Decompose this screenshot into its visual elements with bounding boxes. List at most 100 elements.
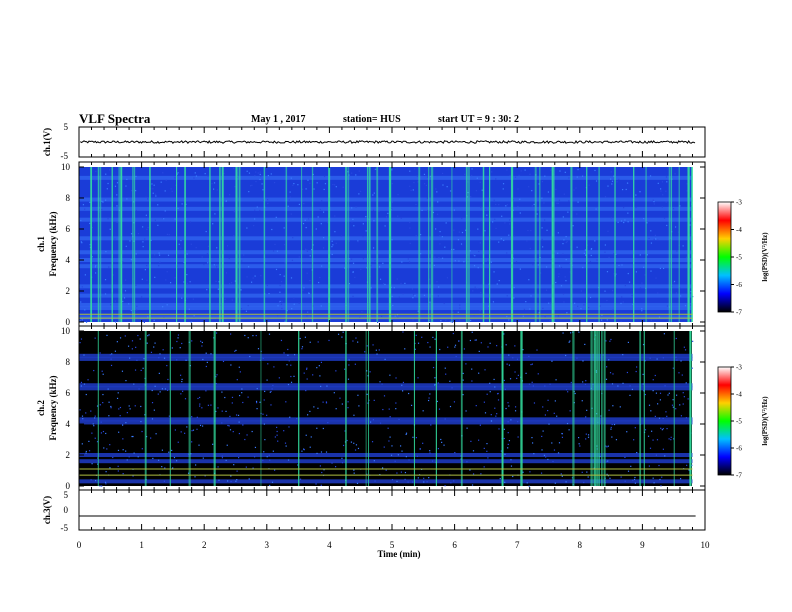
noise-speck [327, 221, 329, 224]
noise-speck [437, 201, 439, 203]
noise-speck [561, 475, 563, 477]
noise-speck [409, 170, 411, 172]
noise-speck [447, 346, 449, 348]
noise-speck [462, 372, 464, 375]
noise-speck [102, 402, 104, 404]
noise-speck [299, 337, 301, 340]
noise-speck [512, 475, 514, 478]
noise-speck [142, 241, 144, 243]
noise-speck [547, 399, 549, 401]
noise-speck [649, 175, 652, 177]
noise-speck [131, 311, 133, 313]
noise-speck [626, 431, 628, 433]
noise-speck [129, 408, 131, 410]
noise-speck [127, 345, 130, 347]
noise-speck [624, 480, 626, 482]
noise-speck [581, 471, 583, 473]
ch1-spectrogram-ylabel-channel: ch.1 [36, 236, 46, 252]
noise-speck [383, 395, 386, 397]
noise-speck [100, 432, 103, 434]
noise-speck [646, 320, 648, 322]
noise-speck [507, 432, 509, 434]
noise-speck [657, 292, 659, 294]
noise-speck [110, 304, 112, 306]
noise-speck [250, 281, 253, 283]
noise-speck [609, 340, 611, 342]
noise-speck [269, 459, 271, 461]
noise-speck [259, 171, 261, 173]
noise-speck [583, 481, 585, 484]
noise-speck [151, 418, 154, 420]
noise-speck [309, 182, 311, 184]
noise-speck [484, 369, 486, 371]
noise-speck [544, 219, 546, 221]
noise-speck [207, 245, 210, 247]
noise-speck [275, 216, 277, 218]
noise-speck [503, 333, 505, 335]
noise-speck [471, 174, 473, 177]
noise-speck [335, 242, 337, 244]
noise-speck [191, 430, 193, 432]
noise-speck [689, 304, 692, 306]
noise-speck [594, 169, 596, 172]
noise-speck [682, 403, 684, 405]
noise-speck [413, 181, 415, 184]
noise-speck [88, 450, 91, 452]
noise-speck [290, 177, 292, 179]
noise-speck [585, 380, 587, 382]
noise-speck [541, 449, 543, 451]
noise-speck [256, 206, 258, 208]
noise-speck [453, 248, 455, 251]
noise-speck [384, 225, 386, 227]
noise-speck [494, 386, 496, 388]
noise-speck [532, 264, 534, 266]
noise-speck [675, 394, 678, 396]
noise-speck [610, 178, 612, 180]
noise-speck [290, 364, 292, 366]
noise-speck [135, 284, 137, 286]
noise-speck [653, 482, 655, 484]
noise-speck [465, 229, 467, 231]
noise-speck [520, 170, 522, 172]
noise-speck [191, 340, 193, 342]
noise-speck [116, 182, 119, 184]
noise-speck [85, 321, 88, 323]
noise-speck [401, 450, 403, 452]
noise-speck [109, 444, 111, 446]
noise-speck [505, 407, 507, 410]
noise-speck [510, 419, 512, 421]
noise-speck [664, 385, 666, 387]
noise-speck [243, 254, 245, 256]
noise-speck [144, 238, 146, 240]
noise-speck [486, 393, 488, 395]
sferic-streak [238, 167, 241, 322]
noise-speck [623, 221, 625, 224]
noise-speck [99, 485, 101, 487]
noise-speck [566, 241, 568, 243]
noise-speck [617, 221, 619, 223]
noise-speck [270, 173, 272, 175]
noise-speck [658, 464, 660, 467]
noise-speck [225, 410, 227, 413]
noise-speck [654, 374, 656, 377]
noise-speck [646, 222, 648, 224]
noise-speck [607, 185, 609, 187]
noise-speck [280, 280, 283, 283]
noise-speck [357, 447, 360, 450]
noise-speck [191, 441, 193, 443]
noise-speck [445, 373, 447, 375]
noise-speck [172, 467, 174, 469]
x-tick-label: 4 [327, 540, 332, 550]
noise-speck [648, 404, 651, 406]
noise-speck [611, 290, 614, 292]
spectral-band [79, 420, 693, 425]
noise-speck [134, 405, 136, 407]
noise-speck [194, 476, 196, 478]
noise-speck [114, 238, 116, 240]
noise-speck [313, 406, 315, 408]
noise-speck [454, 452, 456, 454]
noise-speck [291, 308, 293, 310]
noise-speck [226, 444, 228, 446]
noise-speck [611, 436, 613, 438]
noise-speck [490, 261, 492, 263]
